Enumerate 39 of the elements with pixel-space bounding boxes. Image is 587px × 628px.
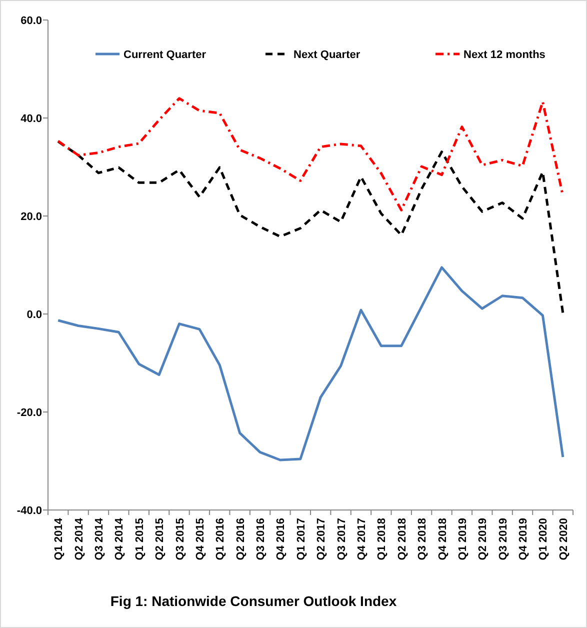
x-tick-label: Q2 2015 bbox=[154, 518, 166, 560]
line-series bbox=[56, 97, 564, 212]
line-series bbox=[56, 266, 564, 462]
x-tick-label: Q1 2016 bbox=[214, 518, 227, 560]
x-tick-label: Q1 2014 bbox=[53, 517, 66, 560]
x-tick-label: Q3 2015 bbox=[174, 518, 186, 560]
x-tick-label: Q1 2020 bbox=[538, 518, 550, 560]
x-tick-label: Q2 2017 bbox=[316, 518, 328, 560]
legend-label: Next 12 months bbox=[464, 48, 546, 61]
line-series bbox=[56, 140, 564, 314]
x-tick-label: Q1 2018 bbox=[376, 518, 388, 560]
x-tick-label: Q3 2014 bbox=[93, 517, 106, 560]
text: Fig 1: Nationwide Consumer Outlook Index bbox=[110, 593, 397, 609]
x-tick-label: Q1 2019 bbox=[456, 518, 469, 560]
y-tick-label: 40.0 bbox=[20, 112, 42, 125]
x-tick-label: Q2 2016 bbox=[234, 518, 247, 560]
x-tick-label: Q4 2014 bbox=[114, 517, 126, 560]
x-tick-label: Q4 2016 bbox=[275, 518, 288, 560]
y-tick-label: 0.0 bbox=[26, 308, 42, 321]
x-tick-label: Q4 2019 bbox=[518, 518, 530, 560]
y-tick-label: -40.0 bbox=[16, 504, 42, 517]
x-tick-label: Q3 2018 bbox=[416, 518, 429, 560]
x-tick-label: Q4 2018 bbox=[436, 518, 449, 560]
x-tick-label: Q3 2019 bbox=[497, 518, 510, 560]
x-tick-label: Q1 2015 bbox=[134, 518, 146, 560]
x-tick-label: Q3 2017 bbox=[336, 518, 348, 560]
x-tick-label: Q4 2017 bbox=[356, 518, 368, 560]
y-tick-label: 60.0 bbox=[20, 14, 42, 27]
y-tick-label: 20.0 bbox=[20, 210, 42, 223]
x-tick-label: Q1 2017 bbox=[295, 518, 308, 560]
x-tick-label: Q3 2016 bbox=[255, 518, 268, 560]
x-tick-label: Q2 2014 bbox=[73, 517, 86, 560]
legend-label: Next Quarter bbox=[294, 48, 361, 61]
x-tick-label: Q2 2018 bbox=[396, 518, 408, 560]
x-tick-label: Q2 2020 bbox=[558, 518, 570, 560]
x-tick-label: Q2 2019 bbox=[477, 518, 490, 560]
x-tick-label: Q4 2015 bbox=[194, 518, 206, 560]
legend-label: Current Quarter bbox=[124, 48, 207, 61]
y-tick-label: -20.0 bbox=[16, 406, 42, 419]
